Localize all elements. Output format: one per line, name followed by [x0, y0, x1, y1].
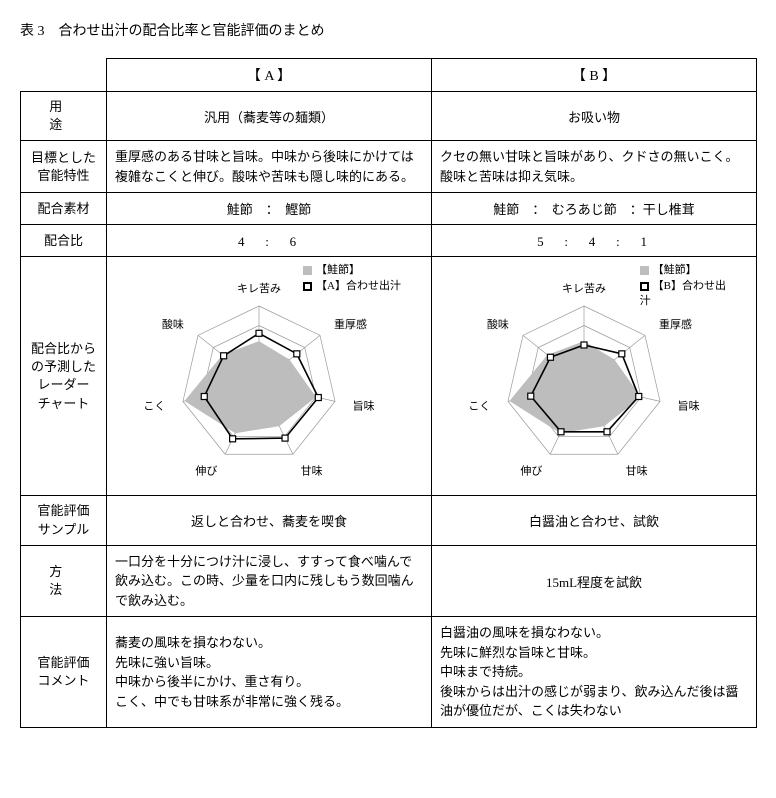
- svg-text:旨味: 旨味: [678, 400, 700, 413]
- radar-b-cell: 【鮭節】 【B】合わせ出汁 キレ苦み重厚感旨味甘味 伸び こく 酸味: [432, 257, 757, 496]
- sample-b: 白醤油と合わせ、試飲: [432, 496, 757, 545]
- svg-text:伸び: 伸び: [195, 465, 217, 478]
- svg-text:キレ苦み: キレ苦み: [562, 282, 606, 295]
- legend-base-a: 【鮭節】: [316, 264, 360, 276]
- table-caption: 表 3 合わせ出汁の配合比率と官能評価のまとめ: [20, 20, 756, 40]
- svg-text:こく: こく: [143, 401, 165, 413]
- method-b: 15mL程度を試飲: [432, 545, 757, 617]
- usage-a: 汎用（蕎麦等の麺類）: [107, 92, 432, 141]
- svg-text:酸味: 酸味: [487, 318, 509, 332]
- radar-a-cell: 【鮭節】 【A】合わせ出汁 キレ苦み重厚感旨味甘味 伸び こく 酸味: [107, 257, 432, 496]
- legend-a: 【鮭節】 【A】合わせ出汁: [303, 263, 401, 294]
- legend-b: 【鮭節】 【B】合わせ出汁: [640, 263, 726, 309]
- svg-text:こく: こく: [468, 401, 490, 413]
- target-a: 重厚感のある甘味と旨味。中味から後味にかけては複雑なこくと伸び。酸味や苦味も隠し…: [107, 141, 432, 193]
- svg-text:重厚感: 重厚感: [334, 318, 367, 332]
- col-header-a: 【 A 】: [107, 59, 432, 92]
- row-method-label: 方 法: [21, 545, 107, 617]
- sample-a: 返しと合わせ、蕎麦を喫食: [107, 496, 432, 545]
- svg-text:キレ苦み: キレ苦み: [237, 282, 281, 295]
- row-radar-label: 配合比からの予測したレーダーチャート: [21, 257, 107, 496]
- material-b: 鮭節 ： むろあじ節 ：干し椎茸: [432, 193, 757, 225]
- row-usage-label: 用 途: [21, 92, 107, 141]
- legend-overlay-b: 【B】合わせ出汁: [640, 280, 726, 307]
- usage-b: お吸い物: [432, 92, 757, 141]
- legend-base-b: 【鮭節】: [653, 264, 697, 276]
- row-sample-label: 官能評価サンプル: [21, 496, 107, 545]
- row-material-label: 配合素材: [21, 193, 107, 225]
- svg-text:甘味: 甘味: [301, 465, 323, 478]
- blank-cell: [21, 59, 107, 92]
- radar-chart-a: キレ苦み重厚感旨味甘味 伸び こく 酸味: [119, 266, 419, 486]
- ratio-a: 4 : 6: [107, 225, 432, 257]
- svg-text:酸味: 酸味: [162, 318, 184, 332]
- col-header-b: 【 B 】: [432, 59, 757, 92]
- summary-table: 【 A 】 【 B 】 用 途 汎用（蕎麦等の麺類） お吸い物 目標とした官能特…: [20, 58, 757, 728]
- ratio-b: 5 : 4 : 1: [432, 225, 757, 257]
- svg-text:旨味: 旨味: [353, 400, 375, 413]
- row-comment-label: 官能評価コメント: [21, 617, 107, 728]
- svg-text:甘味: 甘味: [626, 465, 648, 478]
- material-a: 鮭節 ： 鰹節: [107, 193, 432, 225]
- svg-text:重厚感: 重厚感: [659, 318, 692, 332]
- legend-overlay-a: 【A】合わせ出汁: [316, 280, 401, 292]
- row-ratio-label: 配合比: [21, 225, 107, 257]
- target-b: クセの無い甘味と旨味があり、クドさの無いこく。酸味と苦味は抑え気味。: [432, 141, 757, 193]
- method-a: 一口分を十分につけ汁に浸し、すすって食べ噛んで飲み込む。この時、少量を口内に残し…: [107, 545, 432, 617]
- comment-a: 蕎麦の風味を損なわない。先味に強い旨味。中味から後半にかけ、重さ有り。こく、中で…: [107, 617, 432, 728]
- row-target-label: 目標とした官能特性: [21, 141, 107, 193]
- comment-b: 白醤油の風味を損なわない。先味に鮮烈な旨味と甘味。中味まで持続。後味からは出汁の…: [432, 617, 757, 728]
- svg-text:伸び: 伸び: [520, 465, 542, 478]
